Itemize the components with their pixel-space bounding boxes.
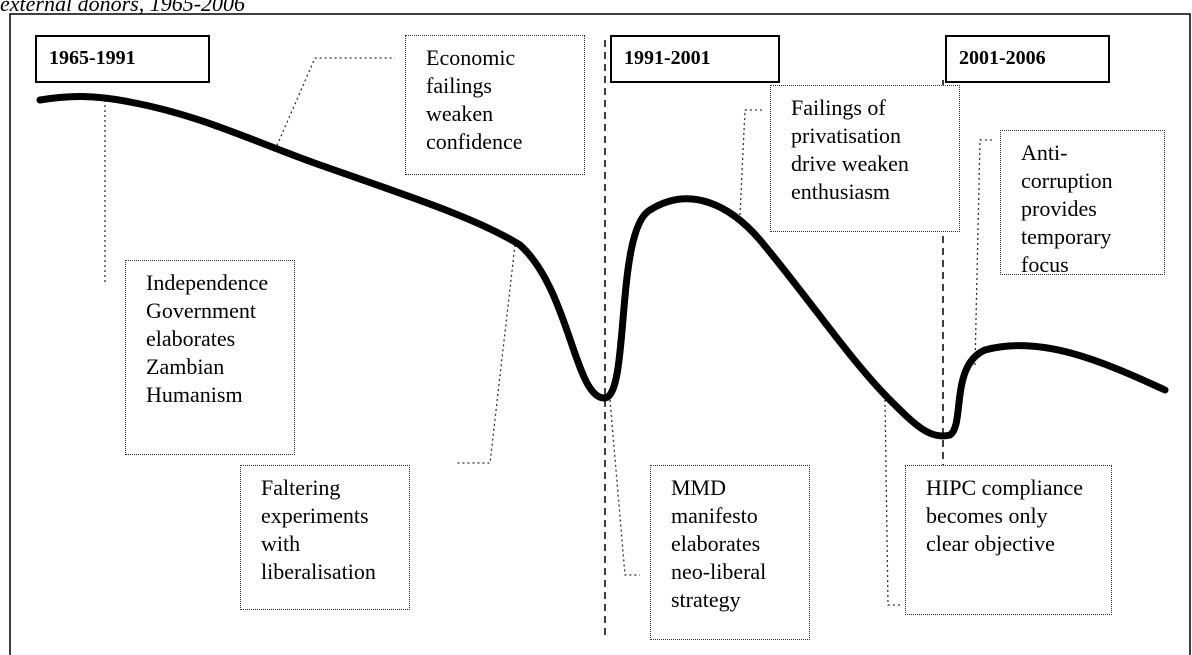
note-box: HIPC compliance becomes only clear objecti… bbox=[905, 465, 1112, 615]
period-label: 1965-1991 bbox=[35, 35, 210, 83]
note-line: Humanism bbox=[146, 382, 243, 407]
note-line: MMD bbox=[671, 475, 727, 500]
note-line: privatisation bbox=[791, 123, 901, 148]
note-line: corruption bbox=[1021, 168, 1113, 193]
note-line: provides bbox=[1021, 196, 1097, 221]
note-line: focus bbox=[1021, 252, 1069, 277]
note-line: Zambian bbox=[146, 354, 225, 379]
period-label: 2001-2006 bbox=[945, 35, 1110, 83]
connector bbox=[884, 399, 902, 606]
caption: external donors, 1965-2006 bbox=[0, 0, 246, 16]
note-line: manifesto bbox=[671, 503, 758, 528]
note-line: elaborates bbox=[671, 531, 761, 556]
note-line: strategy bbox=[671, 587, 741, 612]
note-line: elaborates bbox=[146, 326, 236, 351]
note-line: Government bbox=[146, 298, 256, 323]
note-line: failings bbox=[426, 73, 492, 98]
note-line: clear objective bbox=[926, 531, 1055, 556]
note-line: confidence bbox=[426, 129, 523, 154]
note-line: HIPC compliance bbox=[926, 475, 1084, 500]
connector bbox=[455, 244, 516, 464]
connector bbox=[274, 57, 395, 151]
connector bbox=[974, 139, 995, 366]
note-line: becomes only bbox=[926, 503, 1048, 528]
note-box: Failings of privatisation drive weaken enth… bbox=[770, 85, 960, 232]
note-box: Economic failings weaken confidence bbox=[405, 35, 585, 175]
period-label: 1991-2001 bbox=[610, 35, 780, 83]
note-line: Anti- bbox=[1021, 140, 1068, 165]
note-line: Faltering bbox=[261, 475, 341, 500]
note-box: MMD manifesto elaborates neo-liberal strateg… bbox=[650, 465, 810, 640]
trend-curve bbox=[36, 93, 1169, 440]
note-line: Failings of bbox=[791, 95, 886, 120]
note-line: Independence bbox=[146, 270, 269, 295]
note-line: neo-liberal bbox=[671, 559, 767, 584]
note-box: Independence Government elaborates Zambian H… bbox=[125, 260, 295, 455]
connector bbox=[609, 399, 640, 576]
note-line: Economic bbox=[426, 45, 516, 70]
note-line: temporary bbox=[1021, 224, 1112, 249]
connector bbox=[739, 109, 762, 216]
note-line: with bbox=[261, 531, 301, 556]
connectors bbox=[104, 57, 995, 606]
frame bbox=[9, 13, 1191, 655]
note-line: experiments bbox=[261, 503, 369, 528]
note-line: weaken bbox=[426, 101, 494, 126]
note-box: Anti-corruption provides temporary focus bbox=[1000, 130, 1165, 277]
note-box: Faltering experiments with liberalisation bbox=[240, 465, 410, 610]
note-line: drive weaken bbox=[791, 151, 909, 176]
note-line: enthusiasm bbox=[791, 179, 890, 204]
note-line: liberalisation bbox=[261, 559, 376, 584]
